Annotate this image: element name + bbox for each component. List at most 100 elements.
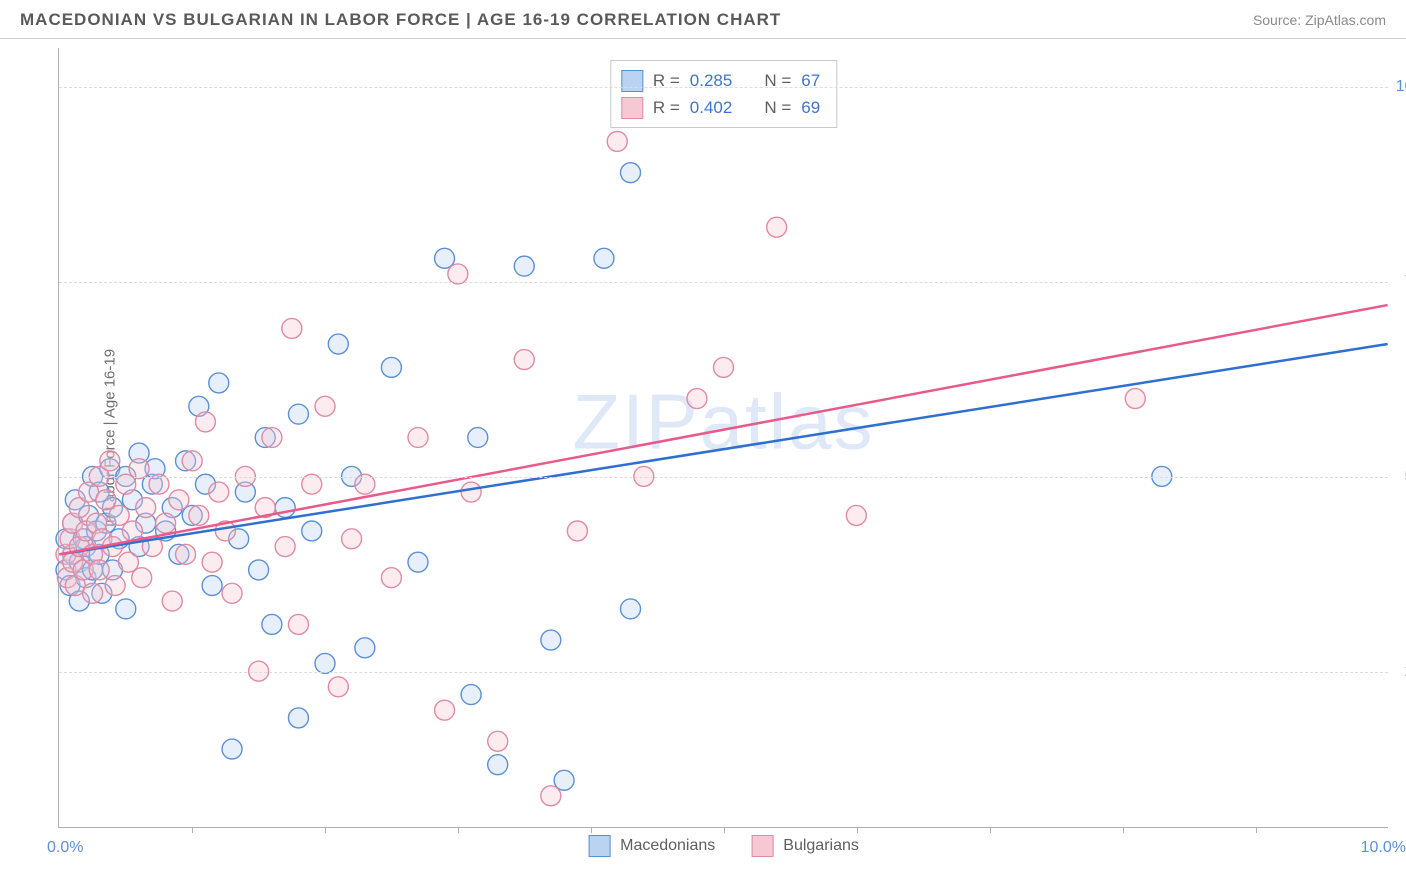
scatter-point-bulgarians <box>100 451 120 471</box>
scatter-point-macedonians <box>594 248 614 268</box>
stat-r-label: R = <box>653 94 680 121</box>
bottom-legend: Macedonians Bulgarians <box>588 835 859 857</box>
y-tick-label: 25.0% <box>1395 663 1406 681</box>
scatter-point-bulgarians <box>275 537 295 557</box>
scatter-point-bulgarians <box>846 505 866 525</box>
y-tick-label: 100.0% <box>1395 78 1406 96</box>
x-axis-min-label: 0.0% <box>47 839 83 857</box>
x-tick <box>990 827 991 833</box>
legend-swatch-bulgarians <box>751 835 773 857</box>
legend-swatch-macedonians <box>588 835 610 857</box>
scatter-point-bulgarians <box>169 490 189 510</box>
scatter-point-macedonians <box>116 599 136 619</box>
x-tick <box>458 827 459 833</box>
x-tick <box>857 827 858 833</box>
scatter-point-macedonians <box>621 599 641 619</box>
scatter-point-bulgarians <box>202 552 222 572</box>
stats-row-bulgarians: R = 0.402 N = 69 <box>621 94 820 121</box>
x-tick <box>1123 827 1124 833</box>
scatter-point-macedonians <box>468 428 488 448</box>
chart-source: Source: ZipAtlas.com <box>1253 12 1386 28</box>
scatter-point-bulgarians <box>195 412 215 432</box>
scatter-point-macedonians <box>355 638 375 658</box>
gridline <box>59 282 1388 283</box>
scatter-point-macedonians <box>488 755 508 775</box>
scatter-point-macedonians <box>328 334 348 354</box>
legend-item-bulgarians: Bulgarians <box>751 835 859 857</box>
x-tick <box>192 827 193 833</box>
legend-item-macedonians: Macedonians <box>588 835 715 857</box>
scatter-point-bulgarians <box>461 482 481 502</box>
scatter-point-bulgarians <box>182 451 202 471</box>
gridline <box>59 87 1388 88</box>
scatter-point-bulgarians <box>129 459 149 479</box>
stat-r-value: 0.402 <box>690 94 733 121</box>
scatter-point-macedonians <box>262 614 282 634</box>
source-name: ZipAtlas.com <box>1305 12 1386 28</box>
scatter-point-bulgarians <box>488 731 508 751</box>
chart-header: MACEDONIAN VS BULGARIAN IN LABOR FORCE |… <box>0 0 1406 39</box>
scatter-point-bulgarians <box>607 131 627 151</box>
x-axis-max-label: 10.0% <box>1361 839 1406 857</box>
chart-plot-area: In Labor Force | Age 16-19 ZIPatlas R =0… <box>58 48 1388 828</box>
scatter-point-bulgarians <box>514 350 534 370</box>
scatter-point-bulgarians <box>83 583 103 603</box>
scatter-point-bulgarians <box>541 786 561 806</box>
chart-title: MACEDONIAN VS BULGARIAN IN LABOR FORCE |… <box>20 10 781 30</box>
legend-label-macedonians: Macedonians <box>620 837 715 855</box>
scatter-point-bulgarians <box>687 389 707 409</box>
swatch-bulgarians <box>621 97 643 119</box>
scatter-point-bulgarians <box>342 529 362 549</box>
scatter-point-bulgarians <box>328 677 348 697</box>
scatter-point-macedonians <box>288 404 308 424</box>
scatter-svg <box>59 48 1388 827</box>
scatter-point-bulgarians <box>189 505 209 525</box>
scatter-point-bulgarians <box>408 428 428 448</box>
scatter-point-macedonians <box>621 163 641 183</box>
scatter-point-macedonians <box>408 552 428 572</box>
scatter-point-bulgarians <box>381 568 401 588</box>
y-tick-label: 50.0% <box>1395 468 1406 486</box>
scatter-point-bulgarians <box>162 591 182 611</box>
scatter-point-bulgarians <box>1125 389 1145 409</box>
scatter-point-bulgarians <box>122 521 142 541</box>
scatter-point-bulgarians <box>767 217 787 237</box>
scatter-point-bulgarians <box>176 544 196 564</box>
scatter-point-macedonians <box>541 630 561 650</box>
scatter-point-bulgarians <box>136 498 156 518</box>
scatter-point-bulgarians <box>222 583 242 603</box>
x-tick <box>1256 827 1257 833</box>
swatch-macedonians <box>621 70 643 92</box>
stat-n-label: N = <box>764 67 791 94</box>
gridline <box>59 477 1388 478</box>
scatter-point-bulgarians <box>132 568 152 588</box>
scatter-point-macedonians <box>249 560 269 580</box>
stat-n-label: N = <box>764 94 791 121</box>
x-tick <box>724 827 725 833</box>
scatter-point-bulgarians <box>714 357 734 377</box>
y-tick-label: 75.0% <box>1395 273 1406 291</box>
scatter-point-macedonians <box>288 708 308 728</box>
x-tick <box>325 827 326 833</box>
x-tick <box>591 827 592 833</box>
scatter-point-bulgarians <box>435 700 455 720</box>
source-label: Source: <box>1253 12 1301 28</box>
scatter-point-bulgarians <box>315 396 335 416</box>
stats-row-macedonians: R =0.285N =67 <box>621 67 820 94</box>
stat-n-value: 69 <box>801 94 820 121</box>
scatter-point-macedonians <box>302 521 322 541</box>
scatter-point-bulgarians <box>209 482 229 502</box>
legend-label-bulgarians: Bulgarians <box>783 837 859 855</box>
scatter-point-bulgarians <box>288 614 308 634</box>
scatter-point-macedonians <box>461 685 481 705</box>
scatter-point-bulgarians <box>156 513 176 533</box>
scatter-point-bulgarians <box>89 560 109 580</box>
scatter-point-macedonians <box>275 498 295 518</box>
scatter-point-bulgarians <box>282 318 302 338</box>
scatter-point-macedonians <box>315 653 335 673</box>
scatter-point-macedonians <box>222 739 242 759</box>
scatter-point-bulgarians <box>262 428 282 448</box>
scatter-point-bulgarians <box>105 576 125 596</box>
scatter-point-bulgarians <box>448 264 468 284</box>
stat-r-label: R = <box>653 67 680 94</box>
